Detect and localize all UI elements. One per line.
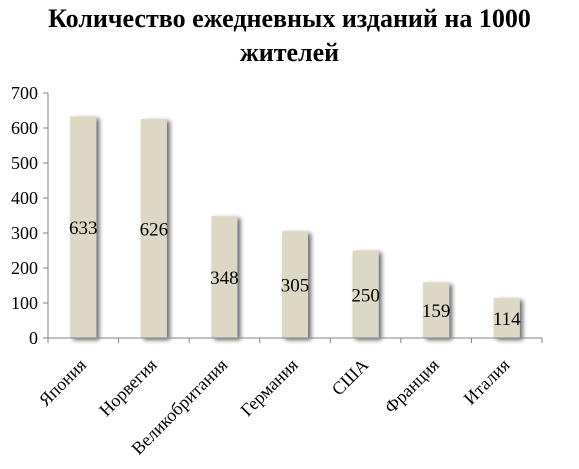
y-tick-label: 600	[11, 118, 38, 138]
bar	[423, 282, 450, 338]
bar	[282, 231, 308, 338]
bar	[140, 118, 167, 339]
data-label: 305	[281, 276, 310, 297]
chart-title: Количество ежедневных изданий на 1000 жи…	[48, 4, 531, 67]
y-tick-label: 0	[29, 328, 38, 348]
data-label: 626	[140, 219, 169, 240]
bar	[211, 216, 238, 338]
axes	[43, 92, 543, 343]
data-label: 159	[422, 301, 451, 322]
bars	[70, 116, 520, 339]
data-label: 348	[210, 268, 239, 289]
category-label: Германия	[236, 355, 301, 420]
y-tick-label: 700	[11, 83, 38, 103]
category-label: США	[328, 355, 373, 400]
category-label: Япония	[35, 355, 90, 410]
y-tick-label: 300	[11, 223, 38, 243]
y-tick-label: 400	[11, 188, 38, 208]
category-label: Италия	[460, 355, 514, 409]
bar	[352, 250, 379, 338]
y-tick-label: 500	[11, 153, 38, 173]
category-label: Норвегия	[95, 355, 161, 421]
data-label: 250	[351, 285, 380, 306]
bar	[70, 116, 97, 338]
category-label: Франция	[380, 355, 443, 418]
data-label: 114	[493, 309, 521, 330]
bar	[493, 298, 520, 338]
y-tick-label: 100	[11, 293, 38, 313]
data-label: 633	[69, 218, 98, 239]
y-tick-label: 200	[11, 258, 38, 278]
